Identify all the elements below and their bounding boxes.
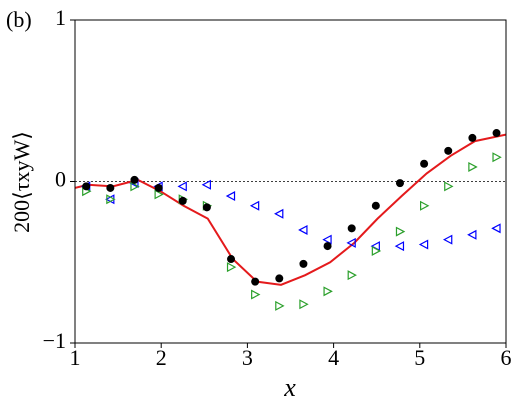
data-point <box>346 237 356 248</box>
x-tick-label: 5 <box>414 345 425 370</box>
data-point <box>371 245 382 256</box>
data-point <box>444 181 454 192</box>
data-point <box>249 200 260 211</box>
data-point <box>251 289 261 300</box>
data-point <box>82 182 91 191</box>
data-point <box>274 208 284 219</box>
y-tick-label: 1 <box>55 5 66 30</box>
y-tick-label: −1 <box>43 328 66 353</box>
x-tick-label: 3 <box>242 345 253 370</box>
data-point <box>106 183 115 192</box>
data-point <box>227 255 236 264</box>
x-axis-label: x <box>283 373 296 402</box>
data-point <box>418 239 429 250</box>
data-point <box>420 159 429 168</box>
data-point <box>395 179 404 188</box>
x-tick-label: 1 <box>70 345 81 370</box>
data-line <box>75 133 506 286</box>
data-point <box>444 146 453 155</box>
data-point <box>154 183 163 192</box>
data-point <box>299 259 308 268</box>
data-point <box>202 203 211 212</box>
data-point <box>225 191 236 202</box>
x-tick-label: 4 <box>328 345 339 370</box>
data-point <box>275 300 285 311</box>
data-point <box>298 224 308 235</box>
data-point <box>106 194 116 205</box>
data-point <box>371 201 380 210</box>
data-point <box>420 200 430 211</box>
data-point <box>226 262 237 273</box>
data-point <box>201 179 211 190</box>
data-point <box>322 234 332 245</box>
data-point <box>130 181 140 192</box>
data-point <box>491 223 501 234</box>
data-point <box>347 270 357 281</box>
plot-frame <box>74 19 507 344</box>
data-point <box>251 277 260 286</box>
data-point <box>177 181 187 192</box>
data-point <box>299 299 309 310</box>
data-point <box>130 175 139 184</box>
data-point <box>395 226 406 237</box>
data-point <box>468 161 478 172</box>
x-tick-label: 6 <box>501 345 512 370</box>
data-point <box>347 224 356 233</box>
panel-label: (b) <box>6 7 32 32</box>
y-axis-label: 200⟨τxyW⟩ <box>9 131 34 233</box>
y-tick-label: 0 <box>55 167 66 192</box>
data-point <box>492 129 501 138</box>
x-tick-label: 2 <box>156 345 167 370</box>
data-point <box>394 241 405 252</box>
data-point <box>323 242 332 251</box>
data-point <box>178 196 187 205</box>
data-point <box>468 133 477 142</box>
data-point <box>467 229 477 240</box>
data-point <box>275 274 284 283</box>
data-point <box>442 234 453 245</box>
data-point <box>492 152 502 163</box>
data-point <box>154 189 164 200</box>
data-point <box>323 286 333 297</box>
